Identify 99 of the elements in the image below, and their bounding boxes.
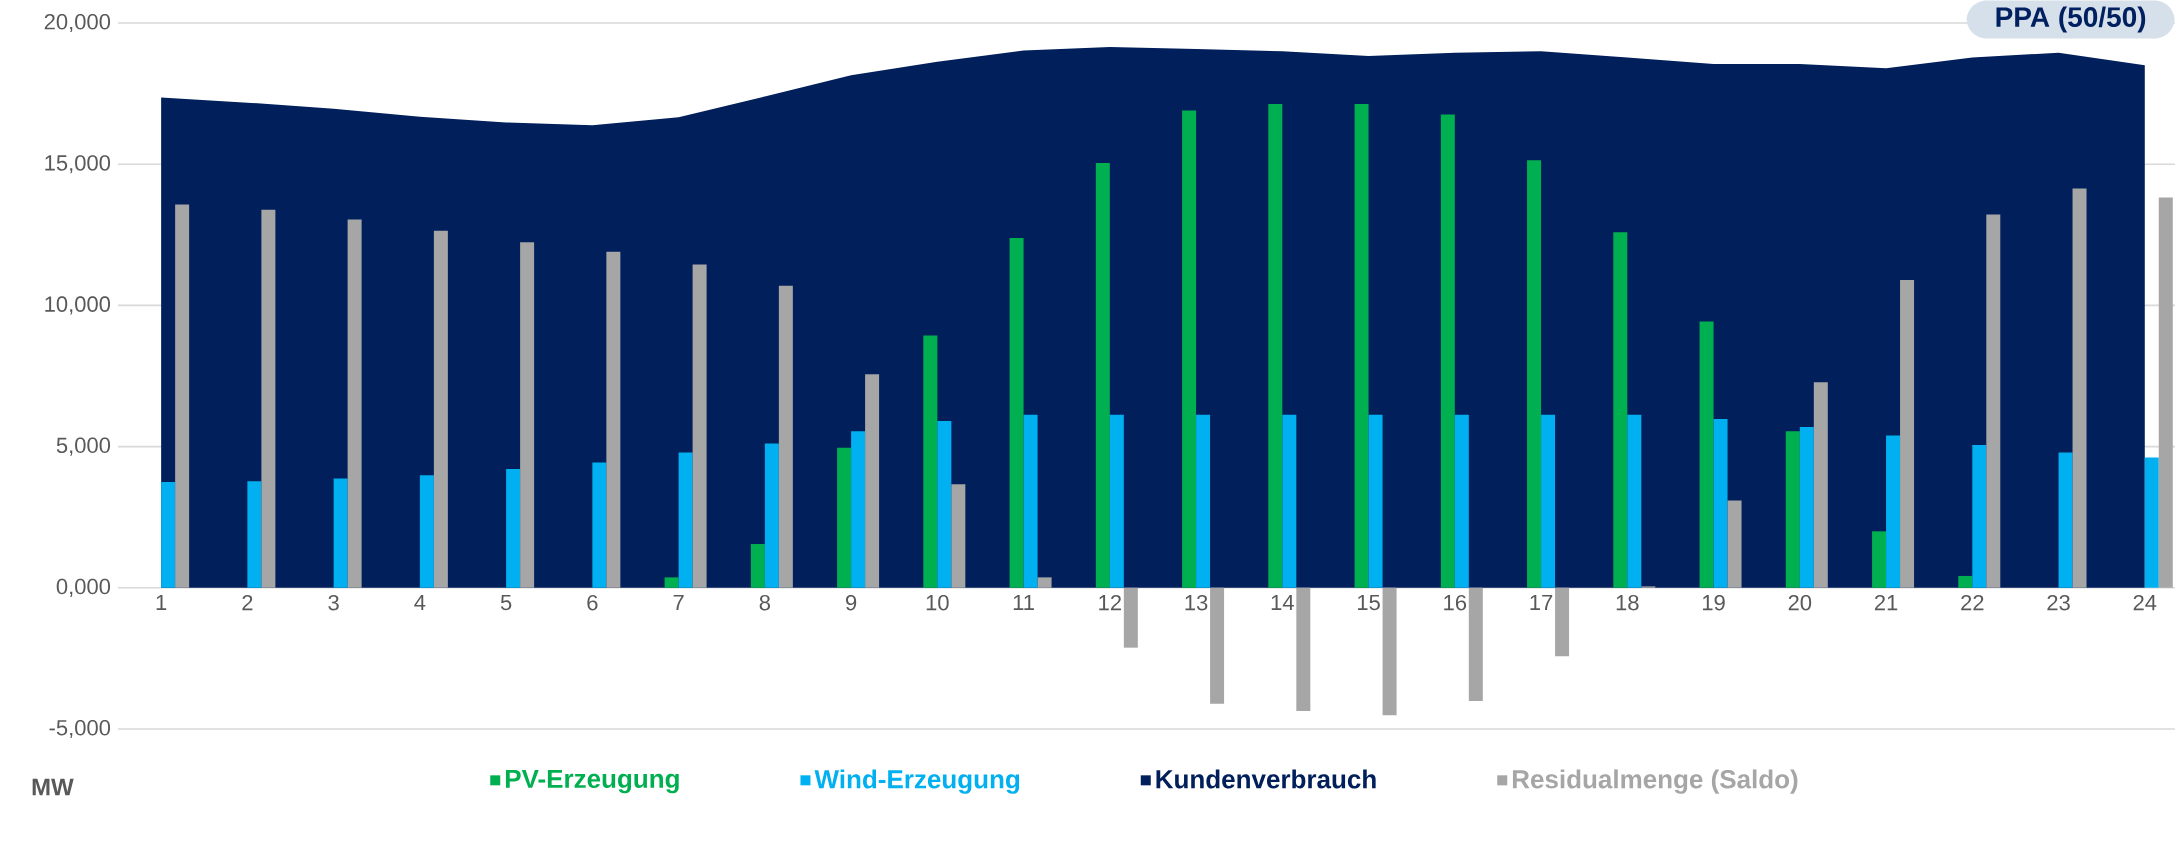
x-tick-label: 9 xyxy=(846,594,857,611)
bar xyxy=(664,577,679,588)
bar xyxy=(951,484,966,588)
bar xyxy=(606,251,621,588)
x-tick-label: 3 xyxy=(328,594,339,611)
bar xyxy=(1958,575,1973,588)
bar xyxy=(1986,214,2001,588)
x-tick-label: 2 xyxy=(242,594,253,611)
x-tick-label: 11 xyxy=(1013,594,1034,610)
x-tick-label: 10 xyxy=(926,594,949,611)
bar xyxy=(1009,237,1024,588)
bar xyxy=(1182,110,1197,588)
bar xyxy=(1454,414,1469,588)
bar xyxy=(1613,232,1628,588)
x-tick-label: 21 xyxy=(1874,594,1898,611)
bar xyxy=(1555,587,1570,657)
bar xyxy=(1268,104,1283,588)
bar xyxy=(161,481,176,588)
bar xyxy=(2144,457,2159,588)
bar xyxy=(506,468,521,588)
bar xyxy=(1799,427,1814,588)
bar xyxy=(1382,587,1397,716)
bar xyxy=(750,544,765,588)
bar xyxy=(865,374,880,588)
bar xyxy=(1210,587,1225,704)
bar xyxy=(1813,382,1828,588)
bar xyxy=(247,481,262,588)
legend-label: Kundenverbrauch xyxy=(1156,769,1376,789)
bar xyxy=(1440,114,1455,588)
legend-label: Residualmenge (Saldo) xyxy=(1512,769,1798,794)
x-tick-label: 24 xyxy=(2133,594,2157,611)
bar xyxy=(1872,531,1887,588)
bar xyxy=(1109,414,1124,588)
bar xyxy=(1627,414,1642,588)
bar xyxy=(837,447,852,588)
x-tick-label: 4 xyxy=(414,594,426,610)
bar xyxy=(778,285,793,588)
bar xyxy=(1699,321,1714,588)
bar xyxy=(1886,435,1901,588)
bar xyxy=(2158,197,2173,588)
x-tick-label: 13 xyxy=(1185,594,1208,611)
x-tick-label: 6 xyxy=(587,594,598,611)
bar xyxy=(1368,414,1383,588)
x-tick-label: 12 xyxy=(1099,594,1121,611)
x-tick-label: 17 xyxy=(1530,594,1553,610)
chart-title: PPA (50/50) xyxy=(1996,6,2146,33)
y-tick-label: -5,000 xyxy=(49,719,111,739)
bar xyxy=(1354,104,1369,588)
x-tick-label: 14 xyxy=(1271,594,1294,610)
legend-label: Wind-Erzeugung xyxy=(814,769,1020,794)
bar xyxy=(1541,414,1556,588)
bar xyxy=(1785,431,1800,588)
bar xyxy=(1196,414,1211,588)
bar xyxy=(175,204,190,588)
bar xyxy=(592,462,607,588)
bar xyxy=(2072,188,2087,588)
bar xyxy=(1123,587,1138,648)
legend-label: PV-Erzeugung xyxy=(505,769,679,794)
x-tick-label: 5 xyxy=(500,594,512,611)
y-tick-label: 15,000 xyxy=(45,155,111,174)
x-tick-label: 18 xyxy=(1616,594,1639,611)
bar xyxy=(433,230,448,588)
bar xyxy=(333,478,348,588)
y-tick-label: 0,000 xyxy=(56,578,111,597)
x-tick-label: 8 xyxy=(759,594,770,611)
bar xyxy=(937,420,952,588)
bar xyxy=(678,452,693,588)
bar xyxy=(1972,444,1987,588)
bar xyxy=(1296,587,1311,711)
x-tick-label: 20 xyxy=(1788,594,1812,611)
bar xyxy=(261,209,276,588)
bar xyxy=(1900,279,1915,588)
y-axis-title: MW xyxy=(32,778,74,796)
x-tick-label: 16 xyxy=(1444,594,1467,611)
bar xyxy=(1727,500,1742,588)
bar xyxy=(1095,163,1110,588)
x-tick-label: 22 xyxy=(1961,594,1984,611)
bar xyxy=(419,475,434,588)
bar xyxy=(851,431,866,588)
bar xyxy=(1037,577,1052,588)
bar xyxy=(1468,587,1483,702)
x-tick-label: 15 xyxy=(1358,594,1380,611)
bar xyxy=(1713,418,1728,588)
bar xyxy=(692,264,707,588)
y-tick-label: 10,000 xyxy=(45,296,111,315)
bar xyxy=(347,219,362,588)
bar xyxy=(520,242,535,588)
bar xyxy=(1023,414,1038,588)
bar xyxy=(2058,452,2073,588)
x-tick-label: 23 xyxy=(2047,594,2070,611)
bar xyxy=(764,443,779,588)
y-tick-label: 5,000 xyxy=(56,437,111,456)
x-tick-label: 7 xyxy=(673,594,684,610)
bar xyxy=(1527,160,1542,588)
bar xyxy=(1282,414,1297,588)
x-tick-label: 1 xyxy=(156,594,167,610)
bar xyxy=(923,335,938,588)
x-tick-label: 19 xyxy=(1702,594,1725,611)
y-tick-label: 20,000 xyxy=(44,13,111,33)
